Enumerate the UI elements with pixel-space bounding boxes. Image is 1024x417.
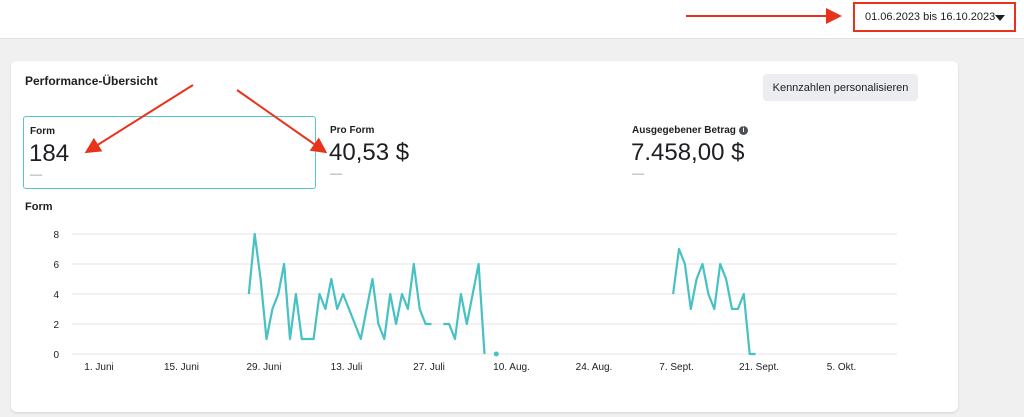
chart-title: Form — [25, 201, 53, 213]
personalize-metrics-button[interactable]: Kennzahlen personalisieren — [763, 74, 918, 101]
metric-comparison: –– — [30, 169, 43, 181]
metric-comparison: –– — [330, 168, 343, 180]
info-icon[interactable]: i — [738, 126, 748, 135]
metric-per-form[interactable]: Pro Form 40,53 $ –– — [324, 116, 617, 189]
metric-comparison: –– — [632, 168, 645, 180]
performance-card: Performance-Übersicht Kennzahlen persona… — [11, 61, 958, 412]
date-range-label: 01.06.2023 bis 16.10.2023 — [865, 11, 996, 23]
metric-label-text: Ausgegebener Betrag — [632, 125, 736, 136]
metric-label: Pro Form — [330, 125, 375, 136]
metric-value: 184 — [29, 140, 70, 167]
metric-label: Form — [30, 126, 55, 137]
date-range-picker[interactable]: 01.06.2023 bis 16.10.2023 — [853, 2, 1016, 32]
metric-value: 7.458,00 $ — [631, 139, 745, 166]
metric-amount-spent[interactable]: Ausgegebener Betrag i 7.458,00 $ –– — [626, 116, 919, 189]
caret-down-icon[interactable] — [995, 15, 1005, 21]
metric-form[interactable]: Form 184 –– — [23, 116, 316, 189]
top-bar: 01.06.2023 bis 16.10.2023 — [0, 0, 1024, 39]
metric-value: 40,53 $ — [329, 139, 410, 166]
card-title: Performance-Übersicht — [25, 74, 158, 88]
metric-label: Ausgegebener Betrag i — [632, 125, 748, 136]
